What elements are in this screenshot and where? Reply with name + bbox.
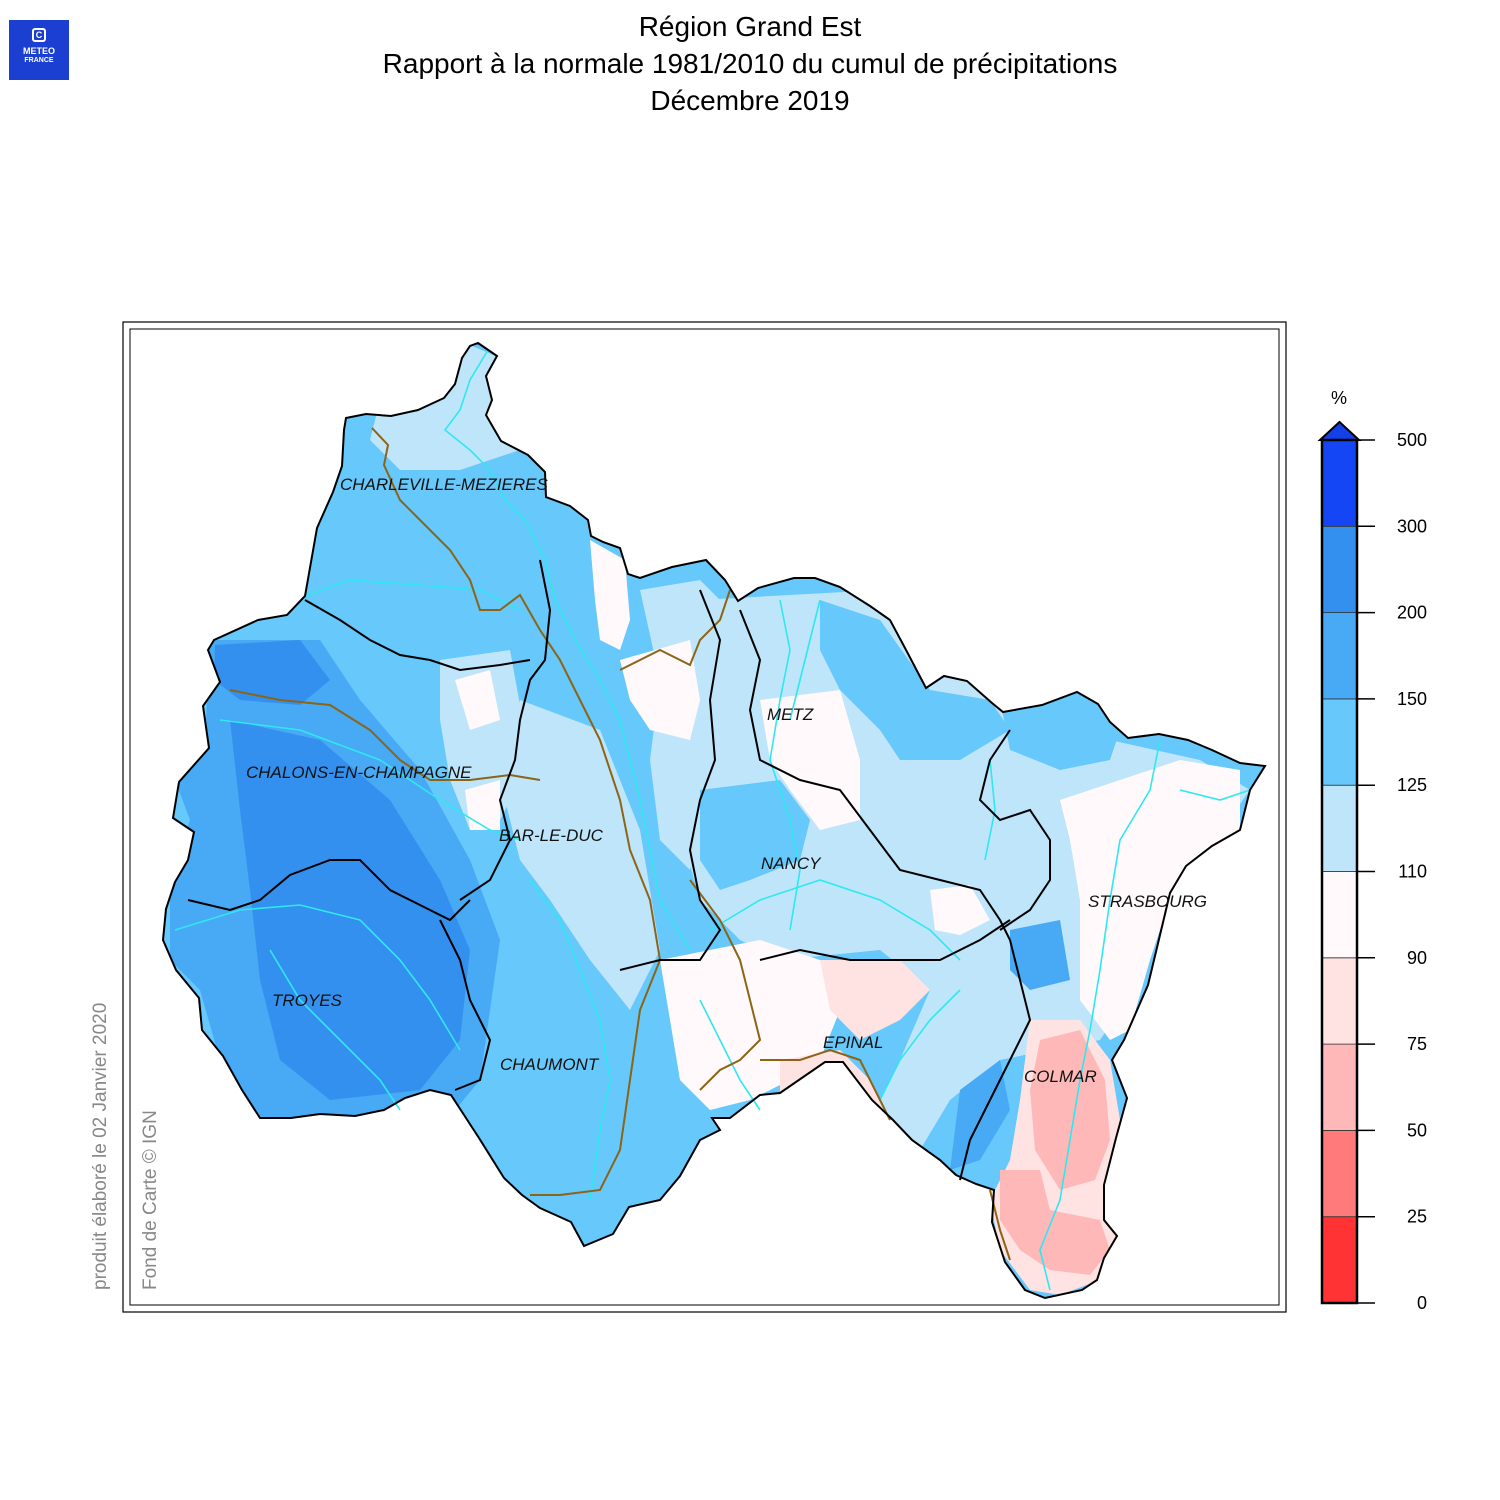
legend-tick-label: 50 — [1407, 1120, 1427, 1140]
rivers — [174, 349, 1251, 1291]
legend-band — [1321, 698, 1358, 786]
header: Région Grand Est Rapport à la normale 19… — [0, 8, 1500, 119]
logo-line2: FRANCE — [24, 57, 54, 64]
city-label-epinal: EPINAL — [823, 1033, 883, 1052]
city-label-metz: METZ — [767, 705, 814, 724]
logo-line1: METEO — [22, 46, 55, 56]
basemap-credit: Fond de Carte © IGN — [140, 1110, 161, 1290]
legend-band — [1321, 1043, 1358, 1131]
legend-band — [1321, 525, 1358, 613]
page-subtitle: Rapport à la normale 1981/2010 du cumul … — [382, 48, 1118, 79]
city-label-colmar: COLMAR — [1024, 1067, 1097, 1086]
color-legend: % 0 25 50 75 90 110 125 150 200 300 500 — [1317, 388, 1427, 1313]
department-borders — [161, 341, 1267, 1300]
legend-ticks: 0 25 50 75 90 110 125 150 200 300 500 — [1357, 430, 1427, 1313]
legend-band — [1321, 871, 1358, 959]
legend-band — [1321, 439, 1358, 527]
precipitation-field — [163, 343, 1265, 1298]
logo-icon: C — [32, 28, 46, 42]
city-label-chalons-en-champagne: CHALONS-EN-CHAMPAGNE — [246, 763, 472, 782]
legend-band — [1321, 1216, 1358, 1304]
legend-band — [1321, 957, 1358, 1045]
legend-tick-label: 300 — [1397, 516, 1427, 536]
page-period: Décembre 2019 — [650, 85, 850, 116]
legend-bands — [1317, 420, 1362, 1305]
legend-tick-label: 0 — [1417, 1293, 1427, 1313]
city-label-troyes: TROYES — [272, 991, 343, 1010]
page-title: Région Grand Est — [638, 11, 862, 42]
legend-band — [1321, 784, 1358, 872]
legend-tick-label: 110 — [1398, 862, 1427, 882]
city-label-strasbourg: STRASBOURG — [1088, 892, 1207, 911]
city-label-bar-le-duc: BAR-LE-DUC — [499, 826, 604, 845]
city-label-nancy: NANCY — [761, 854, 822, 873]
city-label-chaumont: CHAUMONT — [500, 1055, 600, 1074]
produced-date-credit: produit élaboré le 02 Janvier 2020 — [90, 1002, 111, 1290]
legend-band — [1321, 612, 1358, 700]
map-frame — [122, 321, 1287, 1313]
legend-unit: % — [1331, 388, 1347, 408]
city-label-charleville-mezieres: CHARLEVILLE-MEZIERES — [340, 475, 548, 494]
legend-tick-label: 200 — [1397, 603, 1427, 623]
meteo-france-logo: C METEO FRANCE — [9, 20, 69, 80]
legend-tick-label: 150 — [1397, 689, 1427, 709]
legend-overflow-arrow — [1317, 420, 1362, 441]
legend-tick-label: 25 — [1407, 1207, 1427, 1227]
legend-tick-label: 500 — [1397, 430, 1427, 450]
legend-band — [1321, 1130, 1358, 1218]
city-labels: CHARLEVILLE-MEZIERES METZ CHALONS-EN-CHA… — [246, 475, 1207, 1086]
legend-tick-label: 75 — [1407, 1034, 1427, 1054]
legend-tick-label: 90 — [1407, 948, 1427, 968]
legend-tick-label: 125 — [1397, 775, 1427, 795]
